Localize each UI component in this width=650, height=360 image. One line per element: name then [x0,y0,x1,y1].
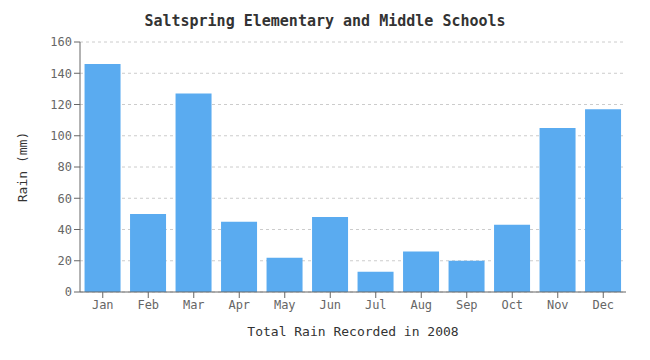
svg-text:120: 120 [50,98,72,112]
svg-text:Oct: Oct [501,298,523,312]
svg-text:20: 20 [58,254,72,268]
svg-text:160: 160 [50,35,72,49]
svg-text:Nov: Nov [547,298,569,312]
svg-text:Jun: Jun [319,298,341,312]
svg-text:Feb: Feb [137,298,159,312]
svg-text:Total Rain Recorded in 2008: Total Rain Recorded in 2008 [247,324,458,339]
html-text:Saltspring Elementary and Midd: Saltspring Elementary and Middle Schools [144,12,506,30]
svg-text:0: 0 [65,285,72,299]
svg-text:Jan: Jan [92,298,114,312]
svg-text:Sep: Sep [456,298,478,312]
svg-text:Dec: Dec [592,298,614,312]
svg-text:Aug: Aug [410,298,432,312]
svg-text:Jul: Jul [365,298,387,312]
svg-text:100: 100 [50,129,72,143]
svg-text:40: 40 [58,223,72,237]
svg-text:Apr: Apr [228,298,250,312]
svg-text:80: 80 [58,160,72,174]
svg-text:140: 140 [50,67,72,81]
svg-text:Mar: Mar [183,298,205,312]
svg-text:60: 60 [58,192,72,206]
svg-text:May: May [274,298,296,312]
svg-text:Rain (mm): Rain (mm) [15,132,30,202]
